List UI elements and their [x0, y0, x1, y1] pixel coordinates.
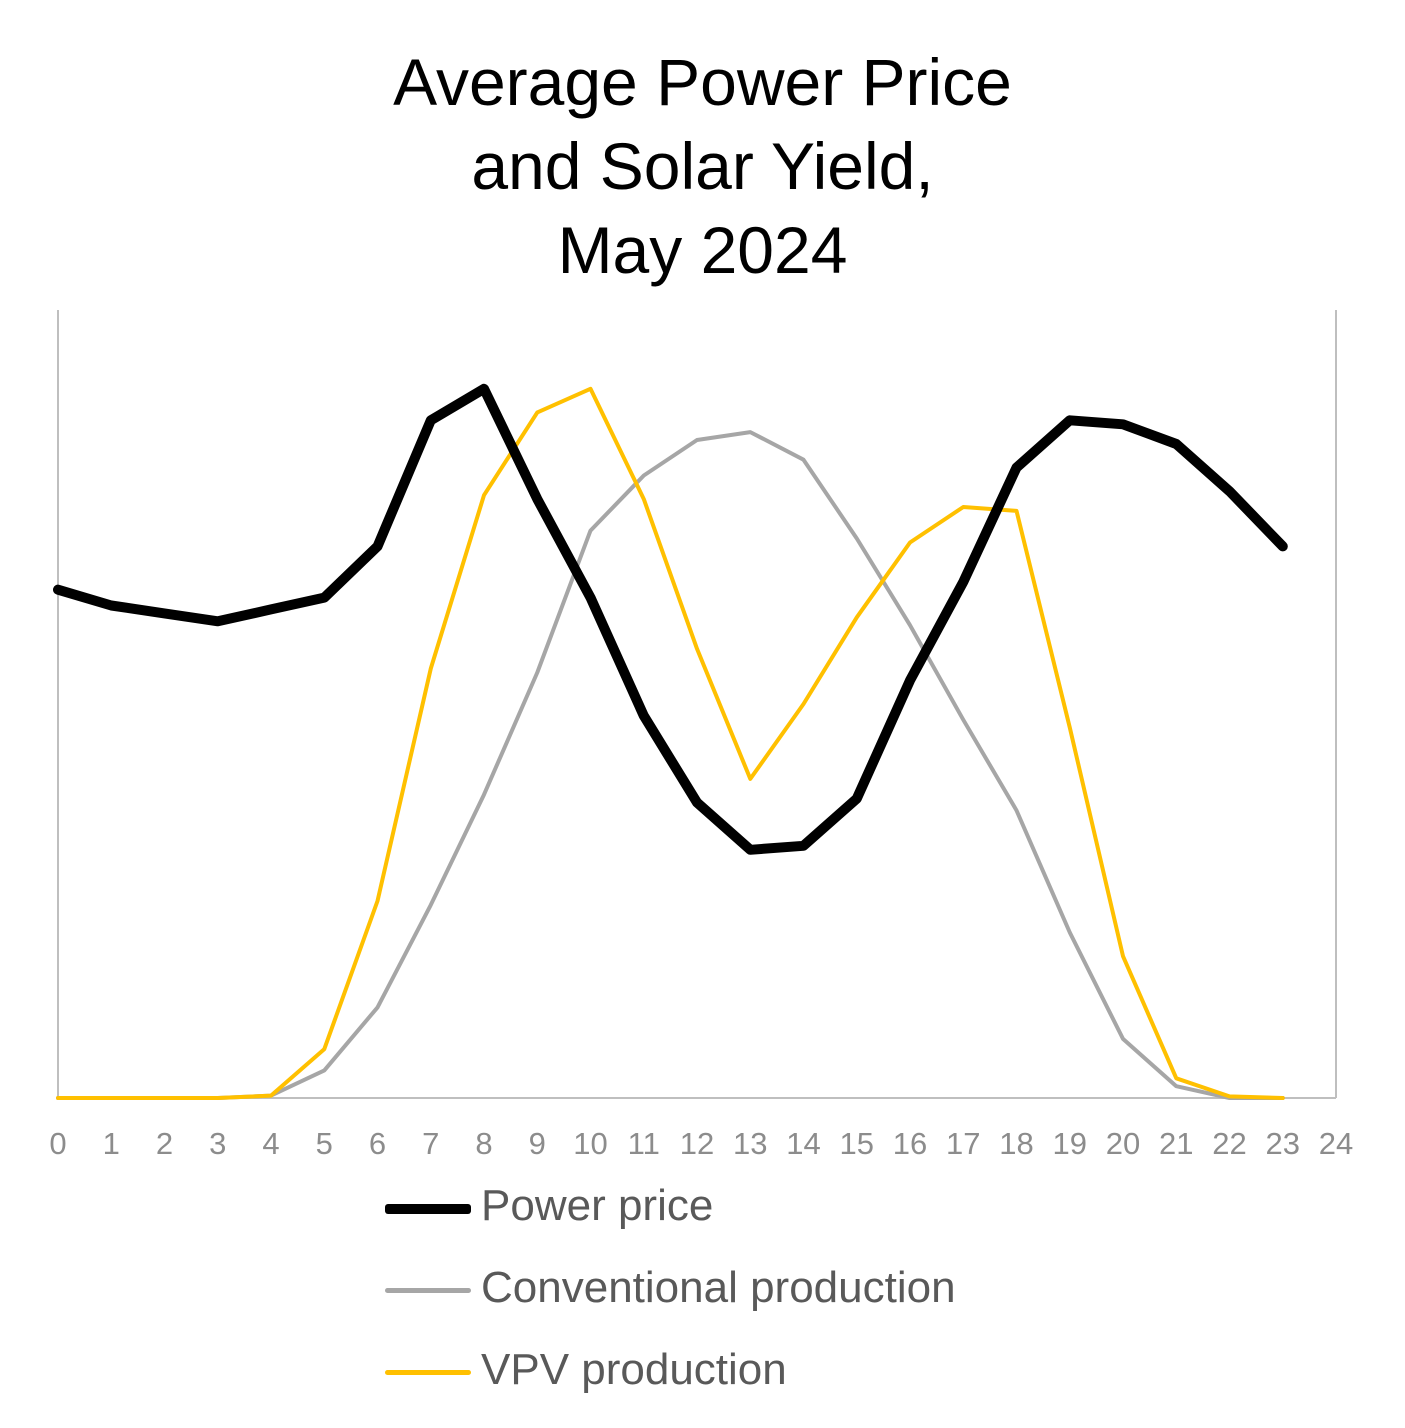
x-tick-label: 19	[1053, 1126, 1087, 1161]
chart-title-line-2: and Solar Yield,	[471, 129, 934, 203]
series-line-vpv-production	[56, 386, 1285, 1100]
x-tick-label: 6	[369, 1126, 386, 1161]
x-tick-label: 10	[573, 1126, 607, 1161]
x-tick-label: 7	[422, 1126, 439, 1161]
x-tick-label: 8	[475, 1126, 492, 1161]
legend-label-conventional-production: Conventional production	[481, 1263, 956, 1312]
x-tick-label: 12	[680, 1126, 714, 1161]
x-tick-label: 24	[1319, 1126, 1353, 1161]
x-tick-label: 9	[529, 1126, 546, 1161]
x-tick-label: 20	[1106, 1126, 1140, 1161]
legend-label-vpv-production: VPV production	[481, 1345, 787, 1394]
x-tick-label: 3	[209, 1126, 226, 1161]
x-axis-ticks: 0 1 2 3 4 5 6 7 8 9 10 11 12 13 14 15 16 17 18 19 20 21 22 23 24	[49, 1126, 1353, 1161]
x-tick-label: 1	[103, 1126, 120, 1161]
x-tick-label: 17	[946, 1126, 980, 1161]
legend-swatch-conventional-production	[385, 1288, 471, 1293]
series-line-power-price	[53, 383, 1288, 855]
x-tick-label: 5	[316, 1126, 333, 1161]
x-tick-label: 0	[49, 1126, 66, 1161]
x-tick-label: 15	[840, 1126, 874, 1161]
x-tick-label: 4	[262, 1126, 279, 1161]
x-tick-label: 16	[893, 1126, 927, 1161]
x-tick-label: 13	[733, 1126, 767, 1161]
chart-series	[53, 383, 1288, 1100]
legend-label-power-price: Power price	[481, 1181, 714, 1230]
chart-title: Average Power Price and Solar Yield, May…	[0, 40, 1405, 292]
chart-axes	[57, 310, 1337, 1099]
legend-swatch-vpv-production	[385, 1370, 471, 1375]
x-tick-label: 2	[156, 1126, 173, 1161]
x-tick-label: 21	[1159, 1126, 1193, 1161]
x-tick-label: 14	[786, 1126, 820, 1161]
x-tick-label: 18	[999, 1126, 1033, 1161]
x-tick-label: 23	[1266, 1126, 1300, 1161]
x-tick-label: 22	[1212, 1126, 1246, 1161]
x-tick-label: 11	[628, 1126, 660, 1161]
legend-swatch-power-price	[385, 1204, 471, 1214]
chart-title-line-3: May 2024	[557, 213, 848, 287]
chart-title-line-1: Average Power Price	[393, 45, 1012, 119]
